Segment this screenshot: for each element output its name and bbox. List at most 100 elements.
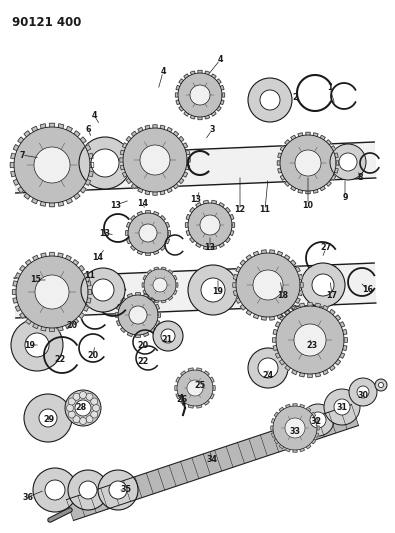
Polygon shape [186,214,190,220]
Polygon shape [293,450,297,452]
Text: 3: 3 [209,125,215,134]
Polygon shape [154,267,158,270]
Text: 14: 14 [137,198,149,207]
Polygon shape [246,255,252,260]
Polygon shape [275,353,280,358]
Polygon shape [24,193,30,199]
Polygon shape [85,144,91,151]
Polygon shape [66,255,71,261]
Polygon shape [313,189,318,193]
Circle shape [65,390,101,426]
Polygon shape [117,321,120,326]
Polygon shape [312,439,316,444]
Text: 15: 15 [30,276,41,285]
Circle shape [187,380,203,396]
Polygon shape [126,179,131,183]
Circle shape [79,137,131,189]
Polygon shape [299,303,305,308]
Circle shape [73,416,80,423]
Polygon shape [219,243,224,247]
Polygon shape [233,274,237,279]
Text: 35: 35 [120,486,132,495]
Text: 25: 25 [194,381,205,390]
Circle shape [91,411,98,418]
Polygon shape [261,317,266,320]
Circle shape [123,128,187,192]
Polygon shape [66,405,359,520]
Polygon shape [11,153,15,159]
Circle shape [39,409,57,427]
Polygon shape [160,125,165,130]
Circle shape [79,481,97,499]
Polygon shape [87,298,91,303]
Circle shape [14,127,90,203]
Polygon shape [299,290,303,296]
Circle shape [248,78,292,122]
Polygon shape [126,231,128,236]
Circle shape [73,393,80,400]
Circle shape [200,215,220,235]
Polygon shape [183,143,188,148]
Polygon shape [79,313,85,319]
Circle shape [258,358,278,378]
Circle shape [92,279,114,301]
Polygon shape [279,360,285,365]
Circle shape [357,386,369,398]
Circle shape [324,389,360,425]
Text: 4: 4 [160,68,166,77]
Polygon shape [220,85,224,90]
Polygon shape [300,405,305,408]
Circle shape [98,470,138,510]
Text: 23: 23 [307,341,318,350]
Polygon shape [143,276,147,280]
Polygon shape [122,143,127,148]
Polygon shape [25,319,31,325]
Circle shape [144,269,176,301]
Circle shape [260,90,280,110]
Polygon shape [273,345,277,351]
Circle shape [68,470,108,510]
Polygon shape [204,401,209,405]
Polygon shape [274,439,278,444]
Polygon shape [336,161,339,165]
Polygon shape [285,181,290,187]
Circle shape [375,379,387,391]
Text: 26: 26 [177,395,188,405]
Polygon shape [143,290,147,295]
Polygon shape [120,150,124,155]
Text: 17: 17 [327,290,337,300]
Circle shape [378,383,384,387]
Circle shape [190,85,210,105]
Circle shape [86,416,93,423]
Polygon shape [168,296,173,300]
Polygon shape [204,371,209,375]
Polygon shape [335,315,340,320]
Polygon shape [335,360,340,365]
Polygon shape [273,329,277,335]
Circle shape [153,278,167,292]
Polygon shape [130,215,135,221]
Circle shape [330,144,366,180]
Text: 20: 20 [137,341,149,350]
Polygon shape [197,405,202,408]
Polygon shape [326,181,331,187]
Polygon shape [158,312,160,318]
Polygon shape [292,305,297,310]
Polygon shape [203,246,208,249]
Polygon shape [58,124,64,128]
Text: 1: 1 [327,84,333,93]
Polygon shape [40,124,46,128]
Polygon shape [49,328,55,332]
Circle shape [118,295,158,335]
Polygon shape [179,79,183,84]
Polygon shape [137,251,142,254]
Polygon shape [306,132,310,135]
Text: 22: 22 [55,356,66,365]
Polygon shape [14,142,376,193]
Polygon shape [230,230,234,236]
Polygon shape [20,265,25,271]
Polygon shape [183,172,188,177]
Polygon shape [186,165,190,170]
Polygon shape [279,407,284,411]
Polygon shape [153,192,157,195]
